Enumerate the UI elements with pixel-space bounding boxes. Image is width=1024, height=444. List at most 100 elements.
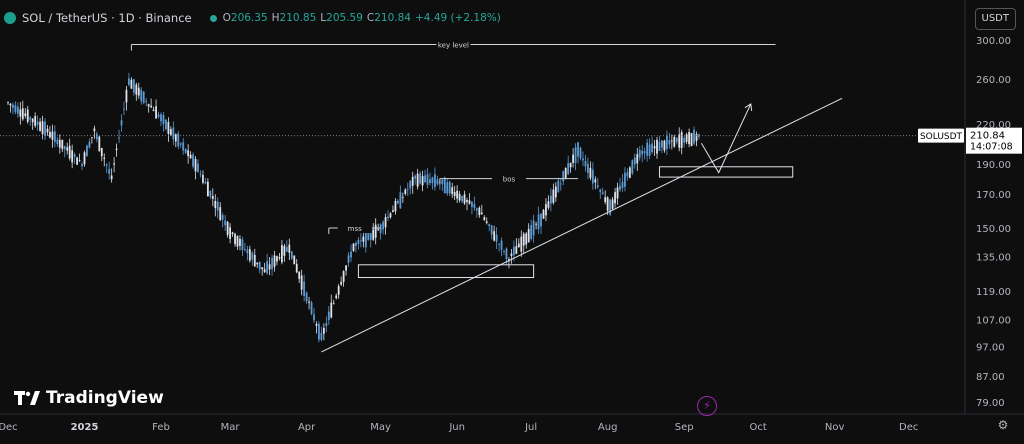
candle-body bbox=[56, 139, 59, 144]
candle-body bbox=[638, 150, 641, 158]
candle-body bbox=[401, 197, 404, 199]
candle-body bbox=[673, 136, 676, 147]
candle-body bbox=[53, 131, 56, 142]
candle-body bbox=[150, 105, 153, 108]
candle-body bbox=[199, 174, 202, 176]
candle-body bbox=[656, 139, 658, 154]
annotation-label: key level bbox=[438, 42, 469, 50]
candle-body bbox=[387, 216, 389, 219]
candle-body bbox=[574, 147, 577, 163]
price-value-label: 210.84 bbox=[970, 131, 1005, 142]
candle-body bbox=[589, 167, 592, 178]
open-label: O bbox=[222, 12, 231, 24]
candle-body bbox=[641, 150, 644, 155]
candle-body bbox=[658, 141, 661, 151]
candle-body bbox=[120, 120, 123, 126]
candle-body bbox=[288, 244, 291, 253]
candle-body bbox=[567, 163, 570, 175]
candle-body bbox=[318, 323, 320, 340]
candle-body bbox=[643, 151, 646, 153]
candle-body bbox=[530, 225, 533, 239]
candle-body bbox=[209, 191, 212, 197]
candle-body bbox=[389, 213, 392, 218]
candle-body bbox=[463, 194, 466, 204]
candle-body bbox=[189, 154, 192, 159]
candle-body bbox=[142, 91, 145, 103]
candle-body bbox=[103, 157, 106, 159]
candle-body bbox=[379, 224, 382, 233]
candle-body bbox=[91, 137, 93, 139]
candle-body bbox=[364, 230, 367, 248]
candle-body bbox=[88, 141, 91, 148]
candle-body bbox=[26, 109, 29, 122]
candle-body bbox=[327, 311, 330, 321]
y-tick-label: 260.00 bbox=[976, 75, 1011, 86]
candle-body bbox=[81, 164, 83, 167]
candle-body bbox=[579, 147, 582, 159]
candle-body bbox=[429, 179, 431, 184]
candle-body bbox=[51, 131, 54, 140]
candle-body bbox=[394, 200, 397, 212]
tradingview-logo-text: TradingView bbox=[46, 388, 164, 408]
candle-body bbox=[416, 173, 419, 187]
currency-button[interactable]: USDT bbox=[974, 8, 1016, 30]
candle-body bbox=[345, 265, 347, 271]
candle-body bbox=[488, 224, 491, 227]
solana-logo-icon bbox=[4, 12, 16, 24]
candle-body bbox=[471, 201, 473, 207]
candle-body bbox=[651, 143, 653, 153]
candle-body bbox=[584, 161, 587, 167]
candle-body bbox=[231, 232, 234, 235]
candle-body bbox=[468, 200, 471, 204]
candle-body bbox=[219, 207, 222, 221]
candle-body bbox=[473, 204, 476, 209]
candle-body bbox=[125, 89, 128, 103]
candle-body bbox=[424, 175, 426, 183]
price-symbol-tag bbox=[918, 128, 964, 143]
candle-body bbox=[382, 221, 384, 230]
y-tick-label: 300.00 bbox=[976, 36, 1011, 47]
candle-body bbox=[202, 174, 204, 183]
candle-body bbox=[128, 78, 130, 85]
candle-body bbox=[216, 201, 219, 211]
candle-body bbox=[443, 177, 446, 194]
candle-body bbox=[599, 189, 602, 193]
candle-body bbox=[192, 154, 194, 167]
candle-body bbox=[19, 109, 22, 117]
candle-body bbox=[557, 180, 560, 193]
candle-body bbox=[251, 252, 254, 260]
candle-body bbox=[130, 79, 133, 89]
candle-body bbox=[78, 160, 81, 162]
candle-body bbox=[273, 255, 276, 267]
candle-body bbox=[670, 140, 673, 142]
candle-body bbox=[132, 79, 135, 93]
candle-body bbox=[357, 239, 360, 245]
candle-body bbox=[330, 302, 333, 318]
candle-body bbox=[224, 220, 227, 226]
candle-body bbox=[619, 185, 621, 190]
candle-body bbox=[559, 183, 562, 185]
candle-body bbox=[147, 104, 150, 107]
candle-body bbox=[456, 190, 459, 199]
y-tick-label: 119.00 bbox=[976, 287, 1011, 298]
candle-body bbox=[572, 154, 575, 163]
symbol-title[interactable]: SOL / TetherUS · 1D · Binance bbox=[22, 11, 192, 25]
y-tick-label: 79.00 bbox=[976, 398, 1005, 409]
y-tick-label: 135.00 bbox=[976, 253, 1011, 264]
candle-body bbox=[46, 128, 49, 133]
candle-body bbox=[16, 106, 19, 114]
candle-body bbox=[441, 179, 444, 185]
market-status-icon bbox=[209, 14, 217, 22]
candle-body bbox=[165, 119, 167, 130]
candle-body bbox=[137, 87, 140, 96]
lightning-icon[interactable]: ⚡ bbox=[697, 396, 717, 416]
candle-body bbox=[308, 301, 310, 303]
candle-body bbox=[285, 247, 288, 252]
candle-body bbox=[337, 286, 340, 295]
gear-icon[interactable]: ⚙ bbox=[997, 418, 1009, 432]
candle-body bbox=[453, 192, 456, 197]
candle-body bbox=[554, 186, 557, 198]
candle-body bbox=[661, 140, 663, 148]
candle-body bbox=[41, 121, 44, 135]
